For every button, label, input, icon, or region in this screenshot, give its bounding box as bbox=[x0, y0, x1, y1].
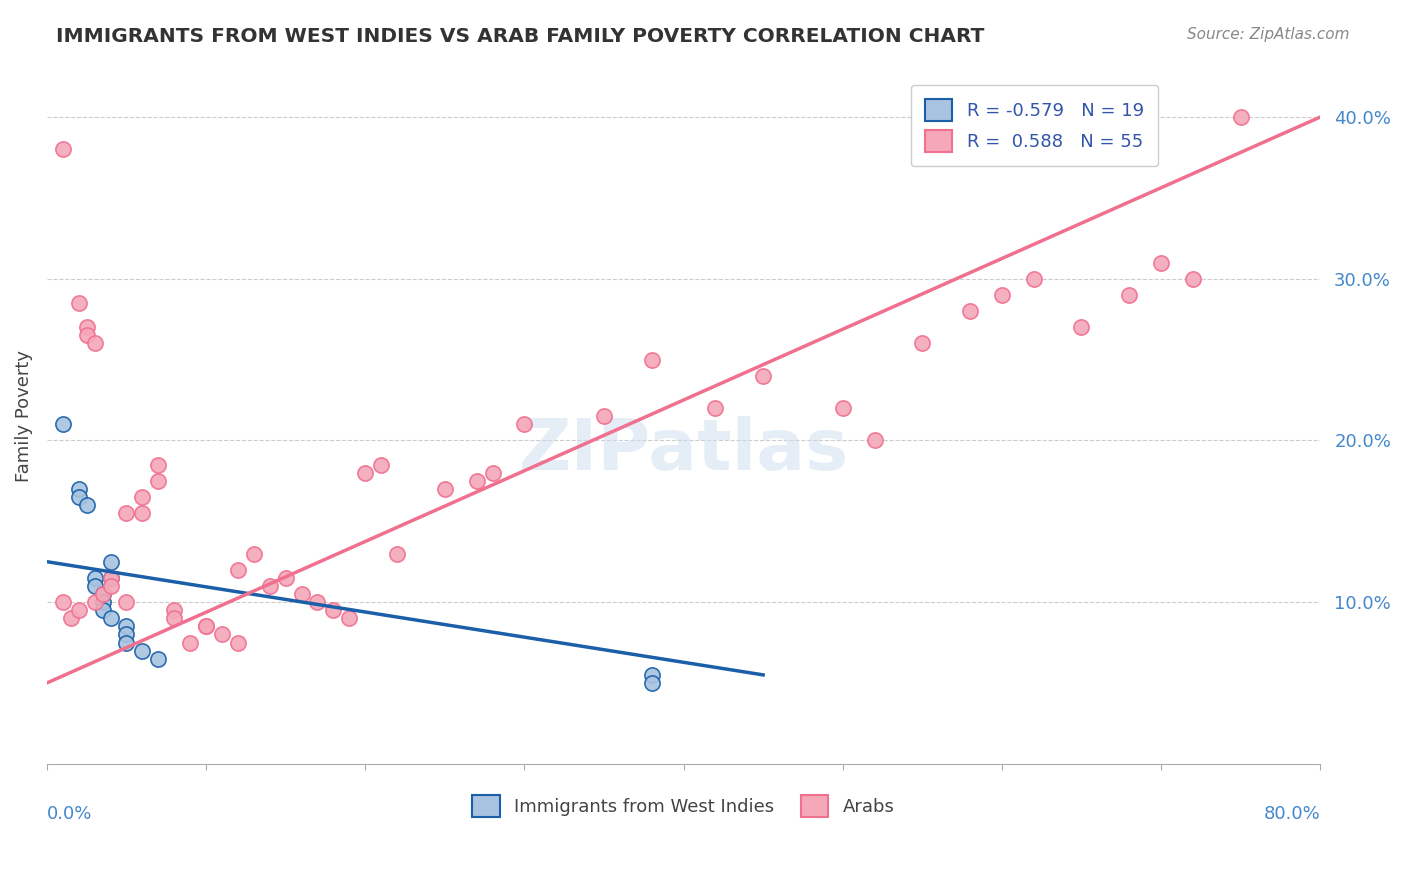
Point bbox=[100, 555, 122, 569]
Point bbox=[1150, 255, 1173, 269]
Point bbox=[52, 142, 75, 156]
Point bbox=[76, 320, 98, 334]
Point bbox=[131, 643, 153, 657]
Point bbox=[385, 547, 408, 561]
Text: 0.0%: 0.0% bbox=[46, 805, 93, 823]
Point bbox=[163, 611, 186, 625]
Point bbox=[370, 458, 392, 472]
Text: Source: ZipAtlas.com: Source: ZipAtlas.com bbox=[1187, 27, 1350, 42]
Point bbox=[100, 611, 122, 625]
Point bbox=[259, 579, 281, 593]
Point bbox=[83, 579, 105, 593]
Text: ZIPatlas: ZIPatlas bbox=[519, 417, 849, 485]
Point bbox=[641, 352, 664, 367]
Point bbox=[226, 635, 249, 649]
Point bbox=[91, 595, 114, 609]
Point bbox=[274, 571, 297, 585]
Point bbox=[704, 401, 727, 415]
Point bbox=[513, 417, 536, 432]
Point bbox=[752, 368, 775, 383]
Point bbox=[307, 595, 329, 609]
Point bbox=[911, 336, 934, 351]
Point bbox=[1022, 271, 1045, 285]
Point bbox=[67, 490, 90, 504]
Point bbox=[115, 595, 138, 609]
Point bbox=[641, 676, 664, 690]
Point bbox=[226, 563, 249, 577]
Point bbox=[959, 304, 981, 318]
Point bbox=[91, 587, 114, 601]
Point bbox=[59, 611, 82, 625]
Point bbox=[91, 603, 114, 617]
Point bbox=[1118, 288, 1140, 302]
Legend: Immigrants from West Indies, Arabs: Immigrants from West Indies, Arabs bbox=[465, 788, 901, 824]
Y-axis label: Family Poverty: Family Poverty bbox=[15, 351, 32, 483]
Point bbox=[83, 571, 105, 585]
Point bbox=[52, 417, 75, 432]
Point bbox=[831, 401, 853, 415]
Point bbox=[115, 506, 138, 520]
Point bbox=[481, 466, 503, 480]
Point bbox=[195, 619, 218, 633]
Point bbox=[148, 458, 170, 472]
Point bbox=[148, 474, 170, 488]
Point bbox=[322, 603, 344, 617]
Point bbox=[148, 651, 170, 665]
Point bbox=[115, 627, 138, 641]
Point bbox=[337, 611, 360, 625]
Point bbox=[76, 328, 98, 343]
Point bbox=[465, 474, 488, 488]
Point bbox=[83, 336, 105, 351]
Point bbox=[433, 482, 456, 496]
Point bbox=[1229, 110, 1251, 124]
Point bbox=[641, 668, 664, 682]
Point bbox=[91, 587, 114, 601]
Point bbox=[76, 498, 98, 512]
Point bbox=[211, 627, 233, 641]
Point bbox=[290, 587, 312, 601]
Point bbox=[179, 635, 201, 649]
Point bbox=[115, 619, 138, 633]
Point bbox=[991, 288, 1014, 302]
Point bbox=[195, 619, 218, 633]
Point bbox=[593, 409, 616, 424]
Point bbox=[100, 571, 122, 585]
Text: 80.0%: 80.0% bbox=[1264, 805, 1320, 823]
Point bbox=[354, 466, 377, 480]
Point bbox=[1181, 271, 1204, 285]
Point bbox=[131, 490, 153, 504]
Point bbox=[243, 547, 266, 561]
Point bbox=[100, 579, 122, 593]
Point bbox=[163, 603, 186, 617]
Point bbox=[52, 595, 75, 609]
Point bbox=[67, 296, 90, 310]
Point bbox=[1070, 320, 1092, 334]
Point bbox=[83, 595, 105, 609]
Point bbox=[67, 482, 90, 496]
Point bbox=[100, 571, 122, 585]
Point bbox=[131, 506, 153, 520]
Point bbox=[863, 434, 886, 448]
Text: IMMIGRANTS FROM WEST INDIES VS ARAB FAMILY POVERTY CORRELATION CHART: IMMIGRANTS FROM WEST INDIES VS ARAB FAMI… bbox=[56, 27, 984, 45]
Point bbox=[115, 635, 138, 649]
Point bbox=[67, 603, 90, 617]
